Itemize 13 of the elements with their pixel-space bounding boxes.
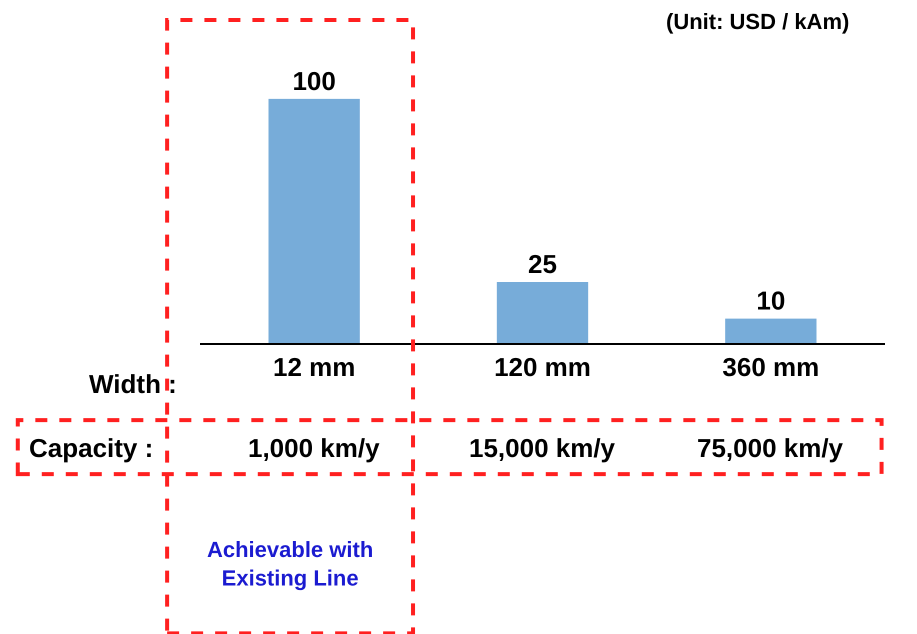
data-label: 25 — [528, 248, 557, 279]
text: Achievable with Existing Line — [207, 537, 374, 591]
x-tick-label: 12 mm — [272, 352, 356, 382]
text: 75,000 km/y — [697, 433, 844, 463]
data-label: 100 — [292, 66, 336, 96]
text: 15,000 km/y — [469, 433, 616, 463]
text: Capacity : — [29, 433, 154, 463]
text: 1,000 km/y — [248, 433, 380, 463]
x-tick-label: 360 mm — [722, 352, 820, 382]
chart-subtitle: (Unit: USD / kAm) — [666, 9, 850, 34]
data-label: 10 — [756, 286, 786, 316]
x-axis-title: Width : — [89, 369, 177, 399]
x-tick-label: 120 mm — [494, 352, 591, 382]
